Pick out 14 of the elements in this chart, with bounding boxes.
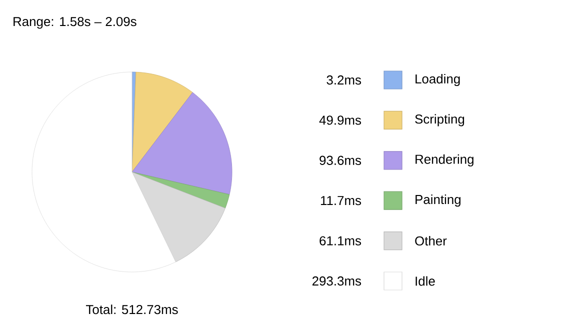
chart-title: Range: 1.58s – 2.09s (14, 16, 136, 29)
legend-label: Idle (416, 276, 435, 286)
data-label: 293.3ms (312, 276, 362, 286)
legend-label: Other (415, 236, 447, 246)
data-label: 3.2ms (326, 75, 362, 85)
data-label: 93.6ms (320, 156, 362, 165)
legend-label: Loading (416, 74, 460, 86)
data-label: 11.7ms (320, 196, 362, 206)
data-label: 61.1ms (320, 236, 362, 246)
legend-label: Painting (416, 194, 460, 207)
legend-label: Rendering (416, 154, 474, 166)
data-label: 49.9ms (319, 116, 362, 125)
text: Total: 512.73ms (86, 304, 178, 314)
legend-label: Scripting (415, 114, 464, 126)
